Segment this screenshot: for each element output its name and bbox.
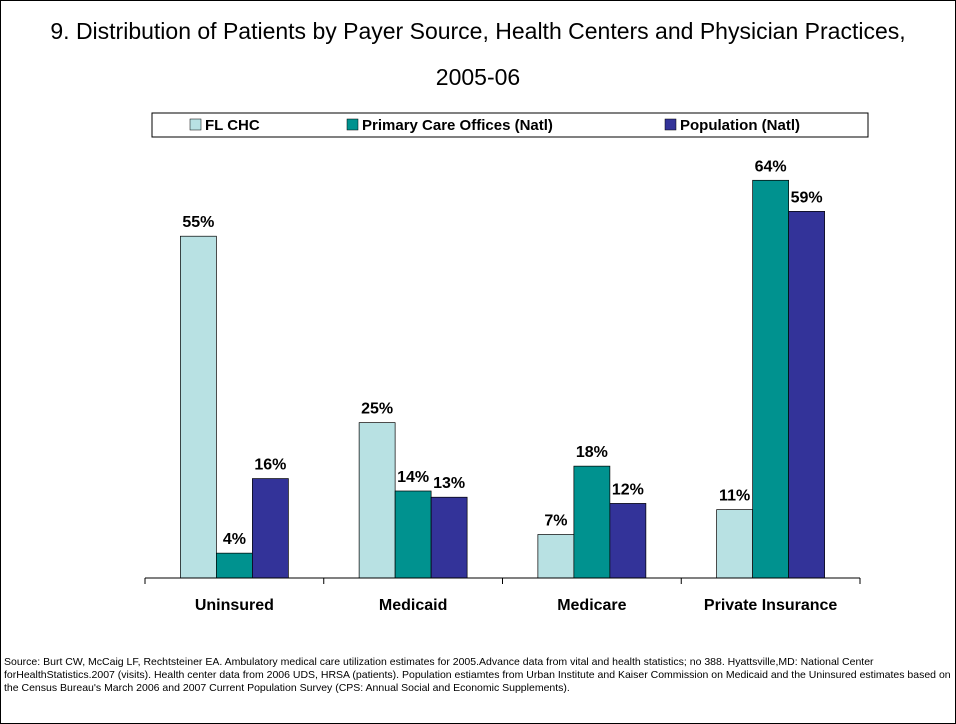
data-label: 13%: [433, 475, 465, 492]
data-label: 25%: [361, 401, 393, 418]
legend-swatch: [664, 118, 677, 131]
data-label: 59%: [791, 189, 823, 206]
data-label: 55%: [182, 214, 214, 231]
legend-label: Primary Care Offices (Natl): [362, 117, 553, 134]
bar: [609, 503, 647, 579]
bar: [394, 490, 432, 579]
data-label: 64%: [755, 158, 787, 175]
chart-title: 9. Distribution of Patients by Payer Sou…: [50, 18, 906, 90]
data-label: 14%: [397, 469, 429, 486]
data-label: 7%: [544, 513, 567, 530]
data-label: 16%: [254, 457, 286, 474]
x-tick-label: Uninsured: [194, 597, 274, 614]
x-tick-label: Medicare: [557, 597, 627, 614]
data-label: 18%: [576, 444, 608, 461]
data-label: 4%: [223, 531, 246, 548]
legend-label: FL CHC: [205, 117, 260, 134]
data-label: 11%: [719, 488, 750, 505]
x-tick-label: Medicaid: [378, 597, 448, 614]
bar: [752, 179, 789, 579]
bar: [716, 509, 753, 579]
x-tick-label: Private Insurance: [703, 597, 838, 614]
bar: [180, 235, 217, 579]
legend-swatch: [346, 118, 359, 131]
legend-label: Population (Natl): [680, 117, 800, 134]
bar: [788, 211, 825, 579]
data-label: 12%: [612, 481, 644, 498]
bar: [216, 552, 253, 579]
bar: [430, 496, 468, 579]
bar: [573, 465, 611, 579]
source-note: Source: Burt CW, McCaig LF, Rechtsteiner…: [4, 656, 951, 694]
legend-swatch: [189, 118, 202, 131]
bar: [537, 534, 575, 579]
legend-box: [151, 112, 869, 138]
bar: [358, 422, 396, 579]
bar: [252, 478, 289, 579]
